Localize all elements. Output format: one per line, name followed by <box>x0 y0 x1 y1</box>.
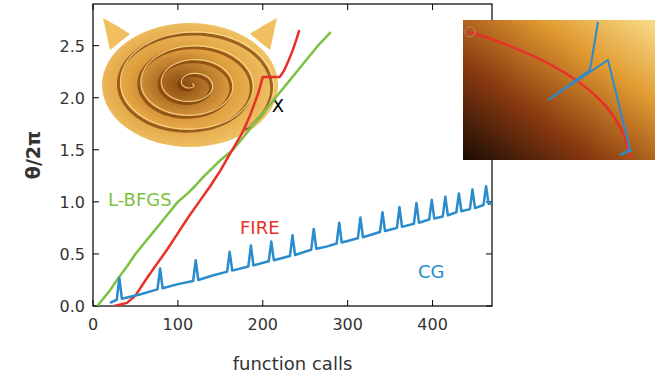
x-tick-label: 300 <box>332 315 363 334</box>
series-label: FIRE <box>240 217 280 238</box>
x-tick <box>262 300 263 306</box>
y-tick <box>93 149 99 150</box>
plot-frame <box>93 4 492 306</box>
series-group <box>97 30 492 306</box>
y-tick-label: 2.0 <box>60 89 85 108</box>
x-tick-label: 200 <box>248 315 279 334</box>
x-tick <box>432 4 433 10</box>
y-tick <box>93 97 99 98</box>
x-tick-label: 100 <box>163 315 194 334</box>
x-tick <box>93 300 94 306</box>
y-tick-label: 1.0 <box>60 193 85 212</box>
y-axis-label: θ/2π <box>22 131 44 179</box>
x-tick-label: 0 <box>88 315 98 334</box>
x-tick <box>347 4 348 10</box>
x-tick <box>93 4 94 10</box>
y-tick-label: 2.5 <box>60 37 85 56</box>
chart-container: 0 100 200 300 400 0.0 0.5 1.0 1.5 2.0 2.5 function … <box>0 0 660 381</box>
y-tick <box>93 201 99 202</box>
y-tick-label: 0.0 <box>60 297 85 316</box>
x-axis-label: function calls <box>233 353 353 374</box>
inset-cg-path <box>548 22 632 155</box>
y-tick <box>93 45 99 46</box>
inset-start <box>465 27 475 37</box>
y-tick <box>93 253 99 254</box>
series-line <box>114 30 299 306</box>
inset-bg <box>463 20 655 160</box>
series-label: CG <box>418 261 445 282</box>
x-tick <box>177 4 178 10</box>
inset-fire-path <box>470 32 630 158</box>
x-tick <box>347 300 348 306</box>
series-line <box>97 32 330 306</box>
series-label: L-BFGS <box>108 189 172 210</box>
x-tick-label: 400 <box>417 315 448 334</box>
y-tick <box>486 306 492 307</box>
x-tick <box>262 4 263 10</box>
y-tick-label: 0.5 <box>60 245 85 264</box>
x-tick <box>432 300 433 306</box>
y-tick-label: 1.5 <box>60 141 85 160</box>
y-tick <box>486 253 492 254</box>
x-tick <box>177 300 178 306</box>
inset-trajectory <box>463 20 655 160</box>
chart-svg: 0 100 200 300 400 0.0 0.5 1.0 1.5 2.0 2.5 function … <box>0 0 660 381</box>
